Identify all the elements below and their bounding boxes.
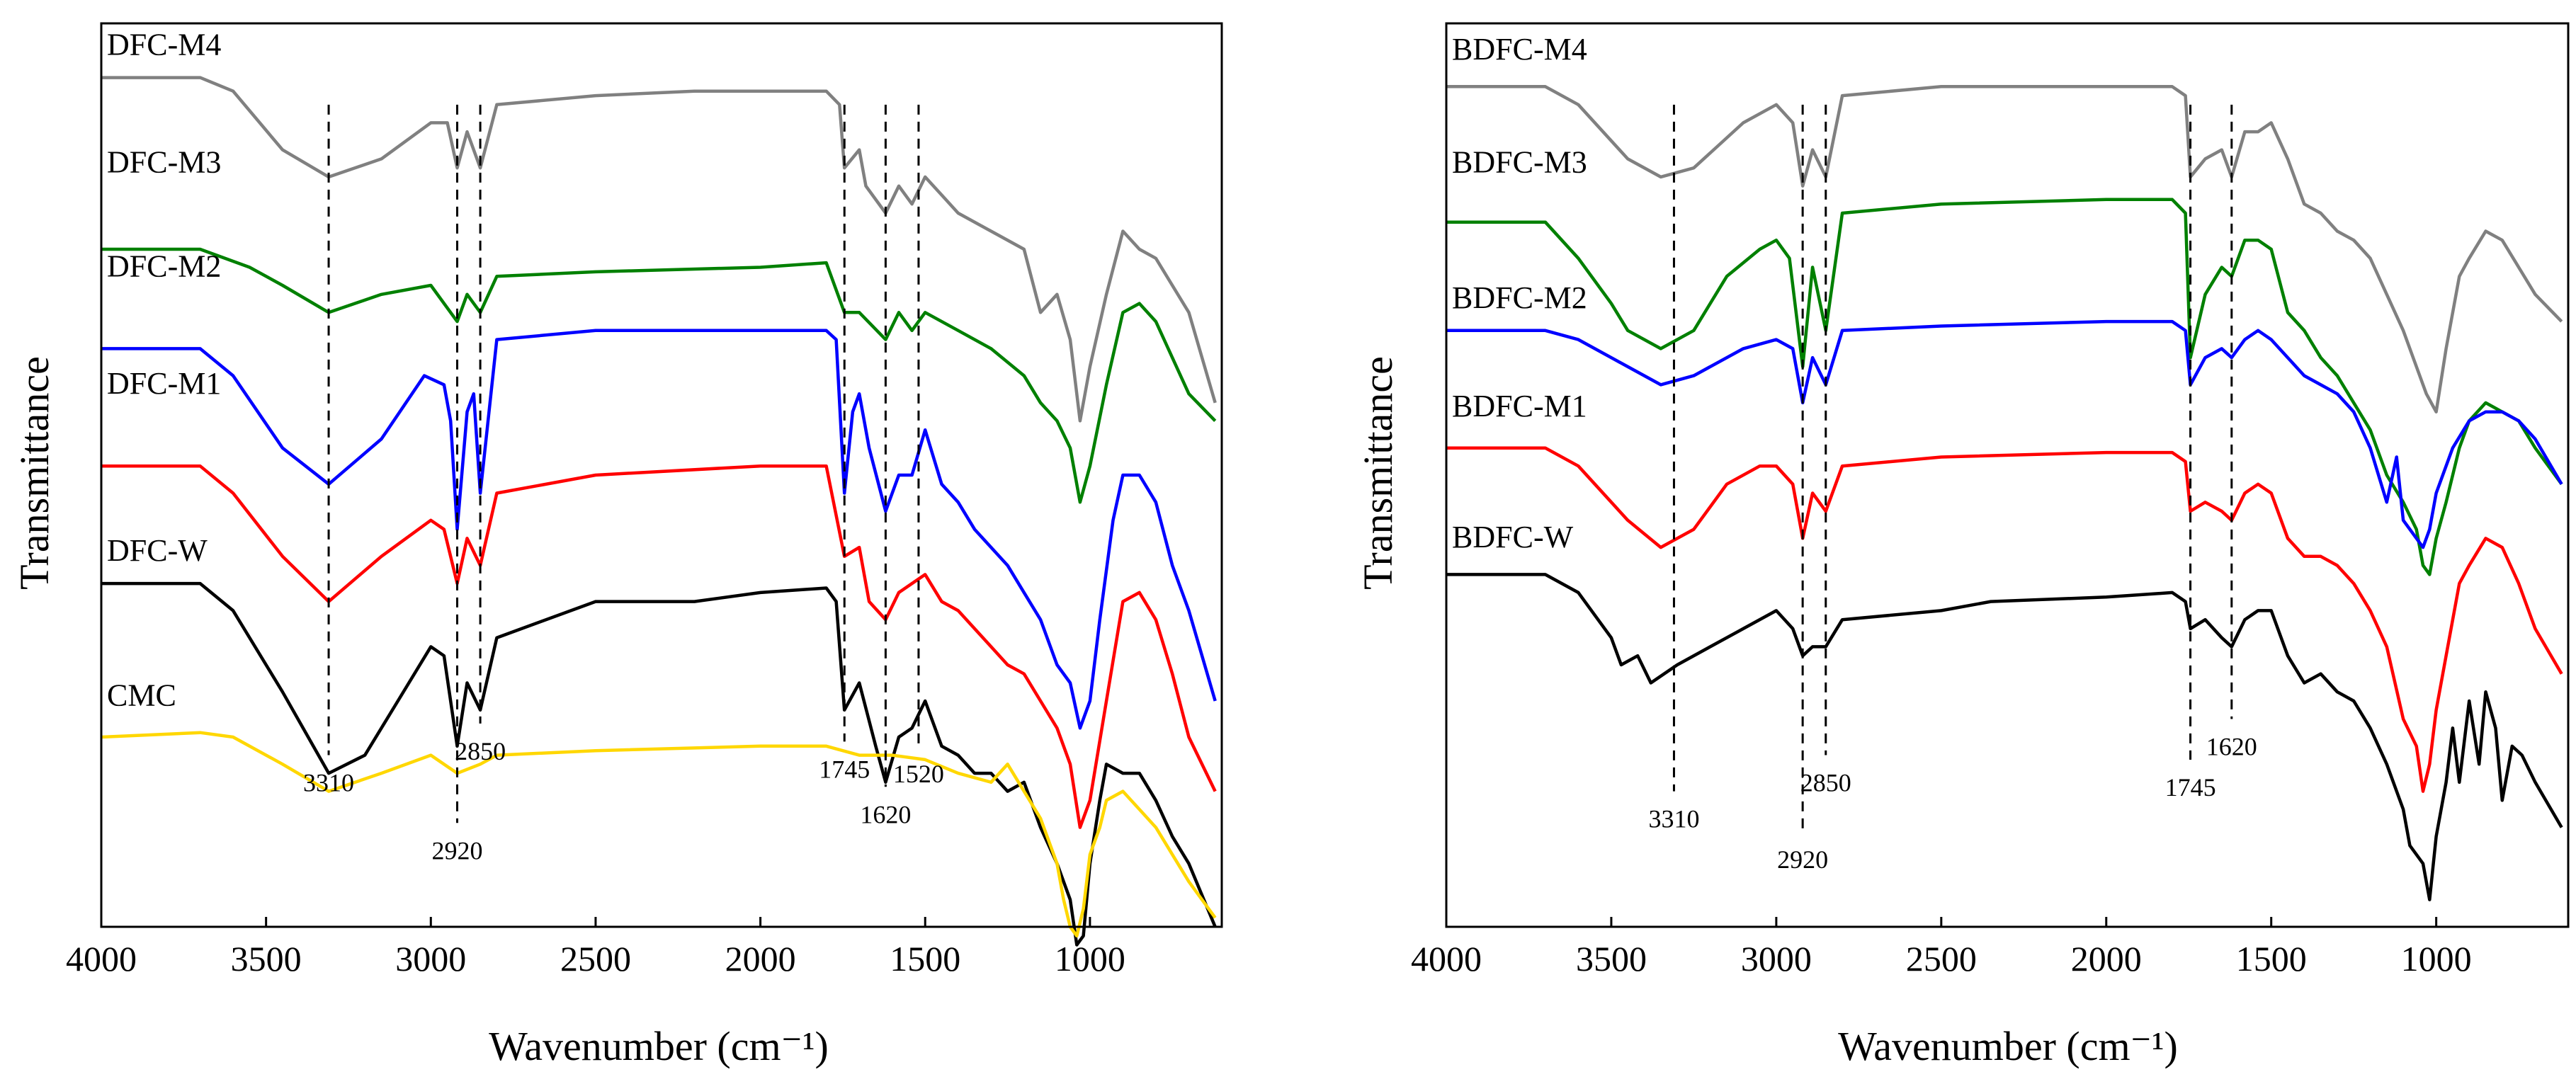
left-series-line-dfc-m4 (101, 76, 1217, 423)
left-y-axis-title: Transmittance (11, 356, 57, 590)
right-series-label-bdfc-m2: BDFC-M2 (1452, 280, 1587, 315)
left-series-label-dfc-m1: DFC-M1 (107, 366, 221, 401)
left-series-line-dfc-w (101, 581, 1217, 947)
left-peak-label-1745: 1745 (819, 755, 870, 783)
left-series-label-dfc-m3: DFC-M3 (107, 145, 221, 180)
right-peak-label-1745: 1745 (2165, 773, 2216, 801)
right-series-label-bdfc-m1: BDFC-M1 (1452, 389, 1587, 423)
left-series-label-dfc-m4: DFC-M4 (107, 28, 221, 62)
right-series-line-bdfc-m3 (1446, 198, 2563, 576)
left-series-line-dfc-m2 (101, 329, 1217, 730)
left-peak-label-2850: 2850 (455, 737, 506, 765)
right-plot-area: 4000 3500 3000 2500 2000 1500 1000 BDFC-M4 BDFC-… (1411, 32, 2563, 979)
left-series-line-dfc-m1 (101, 464, 1217, 829)
right-x-tick-label-2000: 2000 (2071, 939, 2142, 979)
left-x-tick-label-2500: 2500 (560, 939, 631, 979)
left-series-line-cmc (101, 731, 1217, 938)
right-spectra-panel: Transmittance Wavenumber (cm⁻¹) 4000 3500… (1355, 22, 2570, 1069)
left-x-tick-label-2000: 2000 (725, 939, 796, 979)
right-x-tick-label-3500: 3500 (1576, 939, 1647, 979)
left-plot-frame (100, 22, 1223, 928)
left-series-line-dfc-m3 (101, 247, 1217, 504)
right-x-axis-title: Wavenumber (cm⁻¹) (1838, 1023, 2178, 1069)
right-series-label-bdfc-m3: BDFC-M3 (1452, 145, 1587, 180)
left-plot-area: 4000 3500 3000 2500 2000 1500 1000 DFC-M4 DFC-M3… (66, 28, 1217, 979)
right-peak-label-2850: 2850 (1800, 769, 1851, 797)
right-series-line-bdfc-w (1446, 573, 2563, 901)
left-peak-label-3310: 3310 (303, 769, 354, 797)
left-x-tick-label-3000: 3000 (395, 939, 466, 979)
right-plot-frame (1445, 22, 2570, 928)
right-series-line-bdfc-m4 (1446, 85, 2563, 413)
right-x-tick-label-1000: 1000 (2401, 939, 2472, 979)
left-x-tick-label-3500: 3500 (231, 939, 302, 979)
right-series-line-bdfc-m2 (1446, 319, 2563, 549)
right-x-tick-label-2500: 2500 (1906, 939, 1977, 979)
right-peak-label-2920: 2920 (1777, 845, 1828, 874)
right-peak-label-1620: 1620 (2206, 733, 2257, 761)
left-x-tick-label-1500: 1500 (890, 939, 960, 979)
left-x-tick-label-1000: 1000 (1055, 939, 1125, 979)
right-x-tick-label-1500: 1500 (2236, 939, 2307, 979)
left-series-label-dfc-m2: DFC-M2 (107, 249, 221, 283)
right-y-axis-title: Transmittance (1355, 356, 1401, 590)
right-x-tick-label-4000: 4000 (1411, 939, 1482, 979)
right-x-tick-label-3000: 3000 (1741, 939, 1812, 979)
left-peak-label-1520: 1520 (893, 760, 944, 788)
left-x-axis-title: Wavenumber (cm⁻¹) (489, 1023, 829, 1069)
right-series-label-bdfc-m4: BDFC-M4 (1452, 32, 1587, 67)
left-series-label-cmc: CMC (107, 678, 176, 712)
right-series-line-bdfc-m1 (1446, 446, 2563, 793)
left-spectra-panel: Transmittance Wavenumber (cm⁻¹) 4000 3500… (11, 22, 1223, 1069)
left-series-label-dfc-w: DFC-W (107, 533, 208, 568)
right-peak-label-3310: 3310 (1648, 805, 1699, 833)
left-peak-label-2920: 2920 (432, 836, 483, 865)
left-peak-label-1620: 1620 (860, 800, 911, 828)
left-x-tick-label-4000: 4000 (66, 939, 137, 979)
right-series-label-bdfc-w: BDFC-W (1452, 520, 1574, 554)
